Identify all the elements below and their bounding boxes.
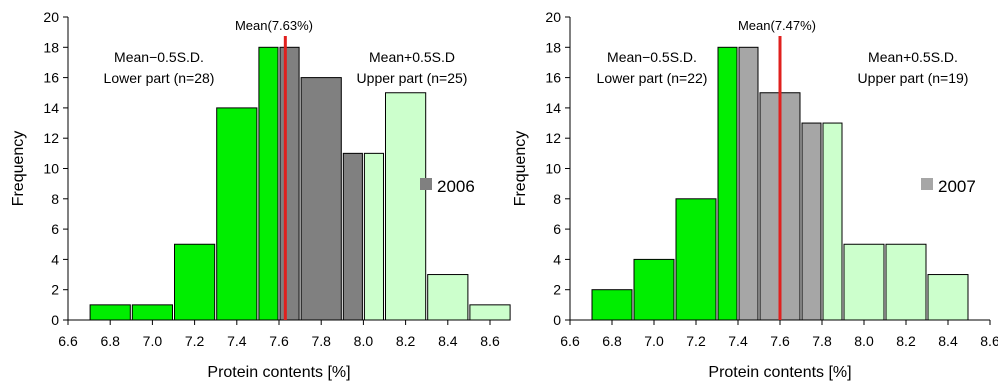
x-tick-label: 8.6 xyxy=(980,333,998,349)
bar-upper-8 xyxy=(843,243,885,321)
y-tick-label: 4 xyxy=(553,251,561,267)
lower-part-annotation: Mean−0.5S.D. xyxy=(114,49,204,65)
x-tick-label: 7.8 xyxy=(311,333,331,349)
x-tick-label: 6.8 xyxy=(602,333,622,349)
y-tick-label: 16 xyxy=(43,70,59,86)
x-tick-label: 6.8 xyxy=(100,333,120,349)
bar-lower-3 xyxy=(216,107,258,321)
x-tick-label: 8.0 xyxy=(354,333,374,349)
x-tick-label: 8.4 xyxy=(438,333,458,349)
bar-upper-10 xyxy=(927,274,969,321)
y-tick-label: 14 xyxy=(545,100,561,116)
chart-panel-1: 0 2 4 6 8 10 12 14 16 18 20 6.6 6.8 7.0 7.2 7.4 7.6 7.8 8.… xyxy=(10,9,511,381)
bar-upper-9 xyxy=(385,92,427,321)
legend-label: 2007 xyxy=(938,177,976,196)
bar-middle-7 xyxy=(342,152,363,321)
x-tick-label: 7.4 xyxy=(227,333,247,349)
x-tick-label: 6.6 xyxy=(58,333,78,349)
x-tick-label: 7.6 xyxy=(770,333,790,349)
y-tick-label: 12 xyxy=(43,130,59,146)
bar-lower-1 xyxy=(131,304,174,321)
mean-label: Mean(7.63%) xyxy=(235,18,313,33)
y-tick-label: 6 xyxy=(51,221,59,237)
x-tick-label: 7.8 xyxy=(812,333,832,349)
bar-lower-0 xyxy=(591,289,633,321)
y-tick-label: 16 xyxy=(545,70,561,86)
y-tick-label: 20 xyxy=(545,9,561,25)
bar-lower-0 xyxy=(89,304,131,321)
x-axis-title: Protein contents [%] xyxy=(207,364,350,381)
y-tick-label: 0 xyxy=(553,312,561,328)
lower-part-annotation: Mean−0.5S.D. xyxy=(607,49,697,65)
y-tick-label: 14 xyxy=(43,100,59,116)
x-tick-label: 7.6 xyxy=(269,333,289,349)
bar-upper-11 xyxy=(469,304,511,321)
upper-part-annotation: Upper part (n=19) xyxy=(858,70,969,86)
upper-part-annotation: Upper part (n=25) xyxy=(357,70,468,86)
x-tick-label: 8.2 xyxy=(896,333,916,349)
y-tick-label: 12 xyxy=(545,130,561,146)
y-tick-label: 2 xyxy=(51,282,59,298)
bar-lower-2 xyxy=(675,198,717,321)
x-tick-label: 7.0 xyxy=(143,333,163,349)
y-tick-label: 6 xyxy=(553,221,561,237)
bar-upper-7 xyxy=(822,122,843,321)
y-tick-label: 18 xyxy=(545,39,561,55)
y-tick-label: 18 xyxy=(43,39,59,55)
lower-part-annotation: Lower part (n=22) xyxy=(597,70,708,86)
bar-lower-1 xyxy=(633,258,675,321)
y-tick-label: 8 xyxy=(553,191,561,207)
chart-panel-2: 0 2 4 6 8 10 12 14 16 18 20 6.6 6.8 7.0 7.2 7.4 7.6 7.8 8.… xyxy=(512,9,998,381)
y-tick-label: 2 xyxy=(553,282,561,298)
bar-upper-10 xyxy=(427,274,469,321)
y-axis-title: Frequency xyxy=(10,131,27,207)
y-tick-label: 0 xyxy=(51,312,59,328)
y-tick-label: 10 xyxy=(43,161,59,177)
legend-label: 2006 xyxy=(437,177,475,196)
y-tick-label: 10 xyxy=(545,161,561,177)
x-tick-label: 6.6 xyxy=(560,333,580,349)
x-axis-title: Protein contents [%] xyxy=(708,364,851,381)
bar-middle-4 xyxy=(738,46,759,321)
legend-swatch xyxy=(921,178,933,190)
x-tick-label: 7.4 xyxy=(728,333,748,349)
y-tick-label: 20 xyxy=(43,9,59,25)
y-axis-title: Frequency xyxy=(512,131,529,207)
bar-lower-3 xyxy=(717,46,738,321)
bar-lower-2 xyxy=(174,243,216,321)
x-tick-label: 8.2 xyxy=(396,333,416,349)
bar-upper-8 xyxy=(363,152,384,321)
x-tick-label: 8.6 xyxy=(480,333,500,349)
x-tick-label: 7.0 xyxy=(644,333,664,349)
legend-swatch xyxy=(420,178,432,190)
y-tick-label: 4 xyxy=(51,251,59,267)
mean-label: Mean(7.47%) xyxy=(738,18,816,33)
x-tick-label: 7.2 xyxy=(686,333,706,349)
bar-upper-9 xyxy=(885,243,927,321)
upper-part-annotation: Mean+0.5S.D. xyxy=(868,49,958,65)
y-tick-label: 8 xyxy=(51,191,59,207)
x-tick-label: 8.0 xyxy=(854,333,874,349)
x-tick-label: 7.2 xyxy=(185,333,205,349)
bar-middle-6 xyxy=(801,122,822,321)
upper-part-annotation: Mean+0.5S.D xyxy=(369,49,455,65)
bar-lower-4 xyxy=(258,46,279,321)
bar-middle-6 xyxy=(300,77,342,321)
lower-part-annotation: Lower part (n=28) xyxy=(104,70,215,86)
x-tick-label: 8.4 xyxy=(938,333,958,349)
bar-middle-5 xyxy=(279,46,300,321)
